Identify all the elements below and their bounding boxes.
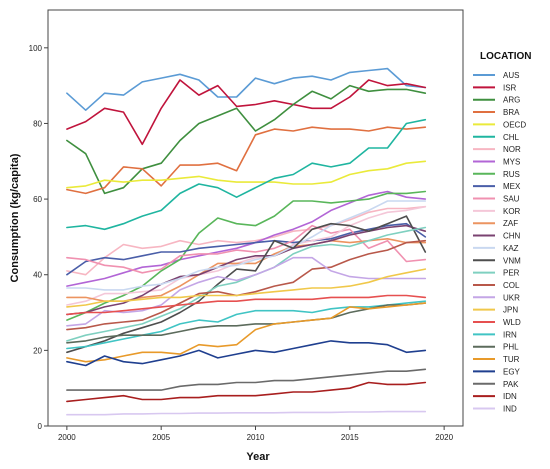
series-line-irn bbox=[66, 300, 427, 350]
series-line-vnm bbox=[66, 215, 427, 354]
legend-label-nor: NOR bbox=[503, 145, 521, 154]
legend-label-phl: PHL bbox=[503, 343, 519, 352]
series-line-mys bbox=[66, 190, 427, 287]
y-tick-label: 40 bbox=[33, 271, 42, 280]
series-line-tur bbox=[66, 302, 427, 363]
legend-label-pak: PAK bbox=[503, 380, 519, 389]
series-line-phl bbox=[66, 302, 427, 344]
x-axis: 2000 2005 2010 2015 2020 bbox=[58, 426, 454, 442]
y-axis: 0 20 40 60 80 100 bbox=[29, 44, 48, 431]
series-line-ind bbox=[66, 410, 427, 416]
legend-title: LOCATION bbox=[480, 51, 531, 62]
legend-label-kor: KOR bbox=[503, 207, 521, 216]
series-line-idn bbox=[66, 381, 427, 403]
series-line-wld bbox=[66, 294, 427, 316]
series-line-arg bbox=[66, 84, 427, 195]
legend-label-vnm: VNM bbox=[503, 256, 521, 265]
legend-label-ind: IND bbox=[503, 404, 517, 413]
x-tick-label: 2005 bbox=[152, 433, 170, 442]
series-line-kor bbox=[66, 205, 427, 306]
legend-label-col: COL bbox=[503, 281, 520, 290]
x-tick-label: 2020 bbox=[435, 433, 453, 442]
series-line-chn bbox=[66, 224, 427, 316]
series-line-chl bbox=[66, 118, 427, 231]
legend-label-oecd: OECD bbox=[503, 120, 526, 129]
legend-label-ukr: UKR bbox=[503, 293, 520, 302]
legend-label-zaf: ZAF bbox=[503, 219, 518, 228]
series-line-pak bbox=[66, 368, 427, 391]
x-axis-title: Year bbox=[246, 451, 270, 463]
y-tick-label: 0 bbox=[38, 422, 43, 431]
legend-label-tur: TUR bbox=[503, 355, 520, 364]
legend-label-per: PER bbox=[503, 269, 520, 278]
series-line-kaz bbox=[66, 200, 427, 291]
x-tick-label: 2010 bbox=[247, 433, 265, 442]
series-line-per bbox=[66, 226, 427, 342]
legend: AUS ISR ARG BRA OECD CHL NOR MYS RUS MEX SAU KOR ZAF… bbox=[473, 71, 526, 413]
x-tick-label: 2015 bbox=[341, 433, 359, 442]
y-tick-label: 60 bbox=[33, 195, 42, 204]
legend-label-isr: ISR bbox=[503, 83, 517, 92]
legend-label-egy: EGY bbox=[503, 367, 521, 376]
y-axis-title: Consumption (kg/capita) bbox=[9, 153, 21, 282]
y-tick-label: 100 bbox=[29, 44, 43, 53]
legend-label-irn: IRN bbox=[503, 330, 517, 339]
series-line-egy bbox=[66, 340, 427, 367]
legend-label-wld: WLD bbox=[503, 318, 521, 327]
series-line-col bbox=[66, 239, 427, 331]
legend-label-aus: AUS bbox=[503, 71, 519, 80]
legend-label-chn: CHN bbox=[503, 232, 521, 241]
series-line-jpn bbox=[66, 268, 427, 308]
legend-label-arg: ARG bbox=[503, 96, 520, 105]
series-line-oecd bbox=[66, 160, 427, 189]
series-line-sau bbox=[66, 224, 427, 274]
legend-label-mex: MEX bbox=[503, 182, 521, 191]
series-line-isr bbox=[66, 79, 427, 146]
legend-label-sau: SAU bbox=[503, 195, 520, 204]
x-tick-label: 2000 bbox=[58, 433, 76, 442]
series-line-nor bbox=[66, 205, 427, 276]
y-tick-label: 20 bbox=[33, 346, 42, 355]
legend-label-rus: RUS bbox=[503, 170, 520, 179]
legend-label-chl: CHL bbox=[503, 133, 520, 142]
legend-label-kaz: KAZ bbox=[503, 244, 519, 253]
series-lines bbox=[66, 67, 427, 416]
y-tick-label: 80 bbox=[33, 119, 42, 128]
legend-label-idn: IDN bbox=[503, 392, 517, 401]
series-line-aus bbox=[66, 67, 427, 111]
legend-label-bra: BRA bbox=[503, 108, 520, 117]
legend-label-mys: MYS bbox=[503, 157, 520, 166]
series-line-bra bbox=[66, 126, 427, 195]
series-line-ukr bbox=[66, 256, 427, 327]
legend-label-jpn: JPN bbox=[503, 306, 518, 315]
